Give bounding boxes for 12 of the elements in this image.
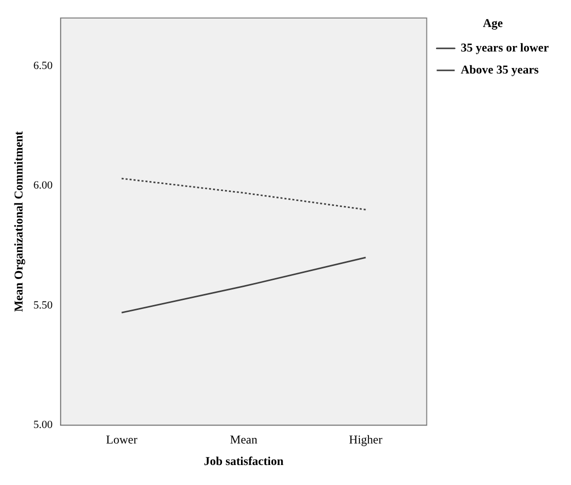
x-tick-label: Mean bbox=[230, 432, 258, 447]
legend-label: 35 years or lower bbox=[460, 40, 550, 54]
y-tick-label: 6.50 bbox=[33, 60, 54, 72]
legend-title: Age bbox=[482, 16, 504, 30]
y-tick-label: 6.00 bbox=[33, 180, 54, 192]
y-tick-label: 5.50 bbox=[33, 299, 54, 312]
x-tick-label: Lower bbox=[106, 432, 138, 447]
x-tick-label: Higher bbox=[349, 432, 382, 447]
x-axis-title: Job satisfaction bbox=[204, 454, 284, 468]
y-tick-label: 5.00 bbox=[33, 419, 54, 432]
legend-label: Above 35 years bbox=[460, 62, 540, 76]
y-axis-title: Mean Organizational Commitment bbox=[11, 131, 26, 312]
